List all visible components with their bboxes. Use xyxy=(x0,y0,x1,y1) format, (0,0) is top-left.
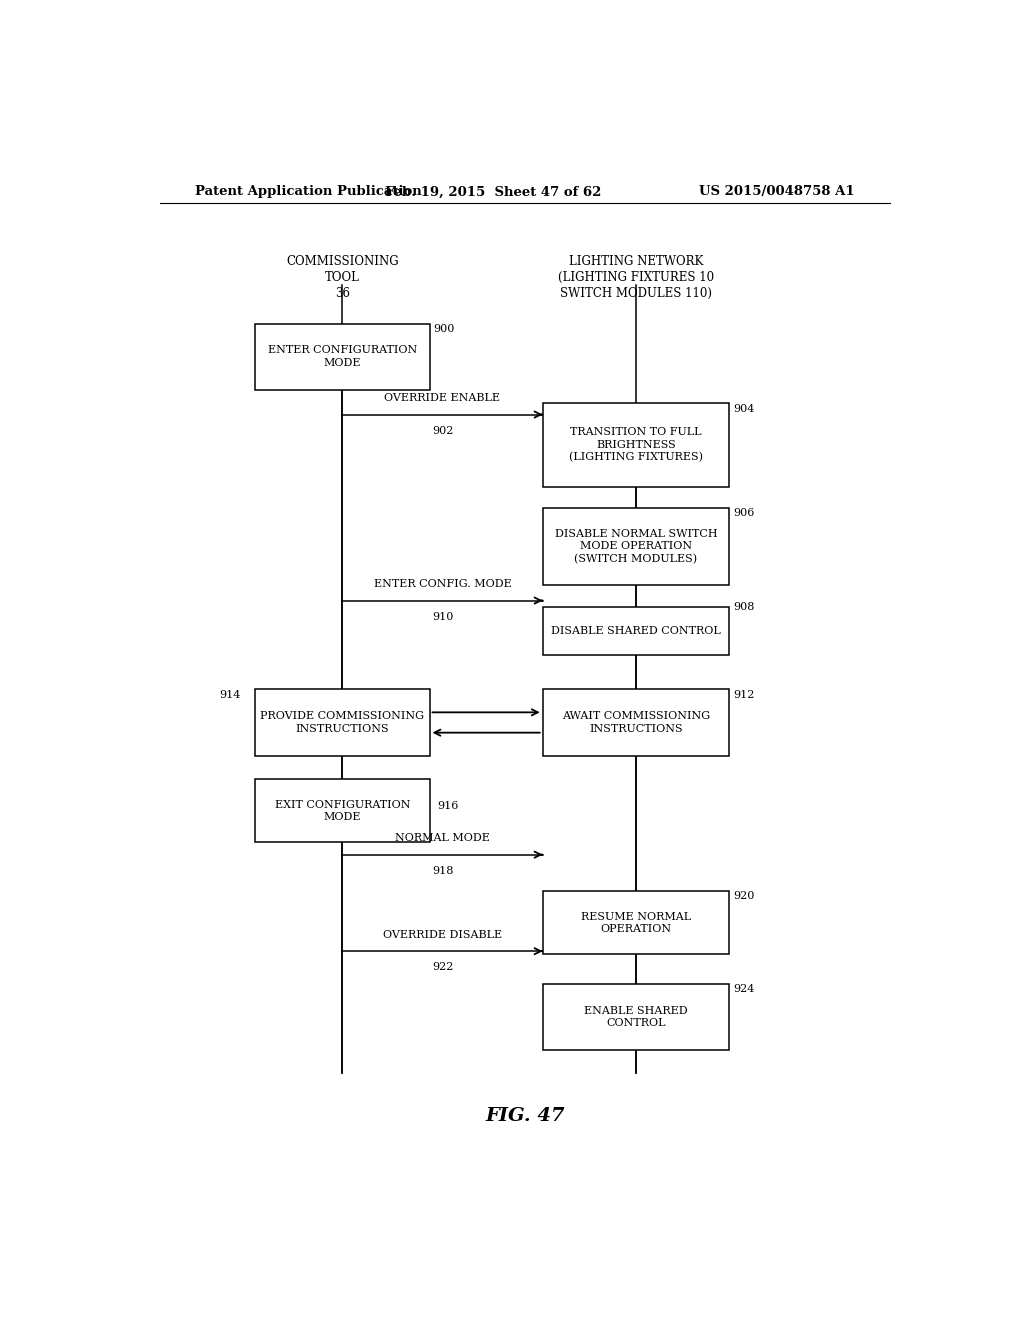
Text: OVERRIDE ENABLE: OVERRIDE ENABLE xyxy=(384,393,501,404)
Text: TRANSITION TO FULL
BRIGHTNESS
(LIGHTING FIXTURES): TRANSITION TO FULL BRIGHTNESS (LIGHTING … xyxy=(569,428,702,462)
Text: 920: 920 xyxy=(733,891,755,902)
Text: 914: 914 xyxy=(219,689,241,700)
Text: LIGHTING NETWORK
(LIGHTING FIXTURES 10
SWITCH MODULES 110): LIGHTING NETWORK (LIGHTING FIXTURES 10 S… xyxy=(558,255,714,300)
Text: 904: 904 xyxy=(733,404,755,413)
Text: ENTER CONFIGURATION
MODE: ENTER CONFIGURATION MODE xyxy=(267,346,417,368)
Text: AWAIT COMMISSIONING
INSTRUCTIONS: AWAIT COMMISSIONING INSTRUCTIONS xyxy=(562,711,710,734)
Text: US 2015/0048758 A1: US 2015/0048758 A1 xyxy=(698,185,854,198)
Bar xyxy=(543,891,729,954)
Text: 902: 902 xyxy=(432,426,454,436)
Text: Patent Application Publication: Patent Application Publication xyxy=(196,185,422,198)
Text: 922: 922 xyxy=(432,962,454,973)
Text: RESUME NORMAL
OPERATION: RESUME NORMAL OPERATION xyxy=(581,912,691,935)
Text: 912: 912 xyxy=(733,689,755,700)
Text: 918: 918 xyxy=(432,866,454,875)
Text: 900: 900 xyxy=(433,323,455,334)
Text: ENTER CONFIG. MODE: ENTER CONFIG. MODE xyxy=(374,579,511,589)
Text: PROVIDE COMMISSIONING
INSTRUCTIONS: PROVIDE COMMISSIONING INSTRUCTIONS xyxy=(260,711,424,734)
Text: FIG. 47: FIG. 47 xyxy=(485,1107,564,1125)
Text: DISABLE SHARED CONTROL: DISABLE SHARED CONTROL xyxy=(551,626,721,636)
Text: ENABLE SHARED
CONTROL: ENABLE SHARED CONTROL xyxy=(584,1006,688,1028)
Bar xyxy=(543,508,729,585)
Text: COMMISSIONING
TOOL
36: COMMISSIONING TOOL 36 xyxy=(286,255,398,300)
Text: 908: 908 xyxy=(733,602,755,611)
Text: DISABLE NORMAL SWITCH
MODE OPERATION
(SWITCH MODULES): DISABLE NORMAL SWITCH MODE OPERATION (SW… xyxy=(555,529,717,564)
Bar xyxy=(543,985,729,1051)
Text: NORMAL MODE: NORMAL MODE xyxy=(395,833,489,843)
Bar xyxy=(543,607,729,656)
Text: 910: 910 xyxy=(432,611,454,622)
Text: 906: 906 xyxy=(733,508,755,519)
Bar xyxy=(255,689,430,755)
Bar xyxy=(255,779,430,842)
Text: OVERRIDE DISABLE: OVERRIDE DISABLE xyxy=(383,931,502,940)
Text: EXIT CONFIGURATION
MODE: EXIT CONFIGURATION MODE xyxy=(274,800,410,822)
Text: 924: 924 xyxy=(733,985,755,994)
Text: Feb. 19, 2015  Sheet 47 of 62: Feb. 19, 2015 Sheet 47 of 62 xyxy=(385,185,601,198)
Bar xyxy=(543,404,729,487)
Bar xyxy=(255,323,430,389)
Text: 916: 916 xyxy=(437,801,459,810)
Bar xyxy=(543,689,729,755)
